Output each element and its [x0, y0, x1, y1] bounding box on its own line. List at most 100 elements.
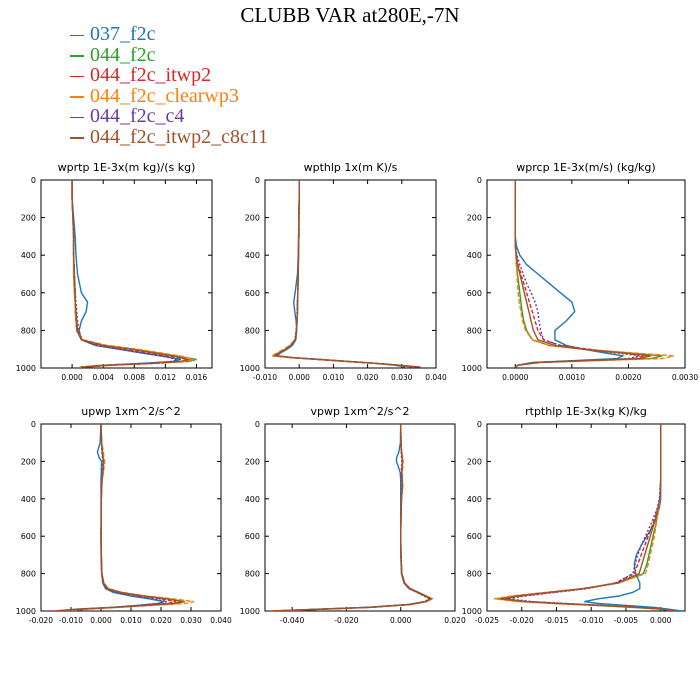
legend-swatch [70, 116, 84, 119]
series-line-044_f2c_itwp2 [275, 424, 433, 611]
x-tick-label: 0.020 [444, 616, 466, 625]
x-tick-label: -0.020 [510, 616, 534, 625]
series-line-044_f2c_itwp2 [504, 424, 675, 611]
series-line-037_f2c [584, 424, 682, 611]
y-tick-label: 200 [21, 214, 36, 223]
x-tick-label: 0.030 [180, 616, 202, 625]
series-line-044_f2c_itwp2_c8c11 [272, 180, 421, 368]
legend-label: 037_f2c [90, 23, 156, 45]
y-tick-label: 600 [21, 289, 36, 298]
x-tick-label: 0.040 [210, 616, 232, 625]
y-tick-label: 0 [31, 176, 36, 185]
y-tick-label: 1000 [462, 364, 482, 373]
y-tick-label: 800 [21, 570, 36, 579]
x-tick-label: 0.0020 [615, 373, 641, 382]
panel-title: rtpthlp 1E-3x(kg K)/kg [525, 405, 647, 418]
series-line-044_f2c_itwp2_c8c11 [71, 180, 190, 368]
series-line-037_f2c [275, 180, 406, 368]
x-tick-label: -0.005 [614, 616, 638, 625]
y-tick-label: 400 [21, 251, 36, 260]
y-tick-label: 200 [245, 457, 260, 466]
x-tick-label: 0.040 [425, 373, 447, 382]
series-line-044_f2c_clearwp3 [67, 424, 195, 611]
series-line-044_f2c_clearwp3 [275, 424, 434, 611]
x-tick-label: 0.000 [390, 616, 412, 625]
panel-6: rtpthlp 1E-3x(kg K)/kg02004006008001000-… [462, 405, 686, 625]
x-tick-label: -0.020 [334, 616, 358, 625]
y-tick-label: 1000 [16, 364, 36, 373]
series-line-044_f2c_c4 [71, 180, 180, 368]
panel-title: wpthlp 1x(m K)/s [304, 161, 398, 174]
plot-frame [264, 179, 437, 369]
panel-5: vpwp 1xm^2/s^2 0 200 400 600 800 1000 -0.040 -0.… [240, 405, 466, 625]
x-tick-label: 0.0010 [559, 373, 585, 382]
plot-frame [486, 179, 686, 369]
y-tick-label: 800 [467, 570, 482, 579]
series-line-044_f2c_itwp2_c8c11 [500, 424, 675, 611]
y-tick-label: 1000 [240, 364, 260, 373]
series-line-044_f2c_itwp2_c8c11 [270, 424, 433, 611]
legend-item-4: 044_f2c_clearwp3 [70, 84, 268, 107]
series-line-037_f2c [58, 424, 165, 611]
y-tick-label: 800 [245, 570, 260, 579]
x-tick-label: 0.020 [357, 373, 379, 382]
legend-swatch [70, 34, 84, 37]
series-line-044_f2c [64, 424, 186, 611]
x-tick-label: 0.030 [391, 373, 413, 382]
y-tick-label: 0 [477, 420, 482, 429]
x-tick-label: 0.016 [186, 373, 208, 382]
legend-label: 044_f2c_c4 [90, 105, 185, 127]
y-tick-label: 200 [21, 457, 36, 466]
y-tick-label: 400 [21, 495, 36, 504]
x-tick-label: 0.008 [124, 373, 146, 382]
x-tick-label: -0.010 [59, 616, 83, 625]
y-tick-label: 0 [255, 420, 260, 429]
legend-swatch [70, 137, 84, 139]
series-line-044_f2c_itwp2_c8c11 [514, 180, 652, 368]
figure-title: CLUBB VAR at280E,-7N [240, 3, 460, 27]
panel-title: vpwp 1xm^2/s^2 [310, 405, 409, 418]
panel-1: wprtp 1E-3x(m kg)/(s kg) 0 200 400 600 800 100… [16, 161, 213, 382]
series-line-044_f2c [497, 424, 675, 611]
legend-label: 044_f2c_clearwp3 [90, 84, 239, 107]
x-tick-label: 0.010 [323, 373, 345, 382]
series-line-037_f2c [71, 180, 182, 368]
legend-swatch [70, 96, 84, 98]
x-tick-label: 0.0030 [672, 373, 698, 382]
series-line-044_f2c_itwp2_c8c11 [52, 424, 183, 611]
series-line-044_f2c_c4 [273, 424, 431, 611]
y-tick-label: 400 [467, 251, 482, 260]
legend-item-5: 044_f2c_c4 [70, 106, 268, 127]
y-tick-label: 400 [245, 251, 260, 260]
series-line-044_f2c_clearwp3 [493, 424, 675, 611]
y-tick-label: 0 [31, 420, 36, 429]
x-tick-label: 0.010 [120, 616, 142, 625]
panel-title: wprtp 1E-3x(m kg)/(s kg) [58, 161, 196, 174]
series-line-044_f2c_clearwp3 [269, 180, 414, 368]
legend: 037_f2c 044_f2c 044_f2c_itwp2 044_f2c_cl… [70, 24, 268, 147]
y-tick-label: 200 [467, 214, 482, 223]
x-tick-label: 0.012 [155, 373, 177, 382]
panel-4: upwp 1xm^2/s^2 0 200 400 600 800 1000-0.020 -0.… [16, 405, 232, 625]
panel-3: wprcp 1E-3x(m/s) (kg/kg) 0 200 400 600 800 100… [462, 161, 699, 382]
plot-frame [40, 423, 222, 612]
plot-frame [486, 423, 686, 612]
x-tick-label: 0.000 [90, 616, 112, 625]
legend-item-3: 044_f2c_itwp2 [70, 65, 268, 86]
x-tick-label: -0.010 [253, 373, 277, 382]
series-line-044_f2c [71, 180, 197, 368]
x-tick-label: 0.020 [150, 616, 172, 625]
panel-title: upwp 1xm^2/s^2 [81, 405, 181, 418]
series-line-037_f2c [273, 424, 433, 611]
y-tick-label: 600 [245, 532, 260, 541]
y-tick-label: 1000 [462, 607, 482, 616]
y-tick-label: 600 [467, 532, 482, 541]
series-line-044_f2c_c4 [507, 424, 675, 611]
x-tick-label: -0.015 [544, 616, 568, 625]
series-line-044_f2c_itwp2 [71, 180, 191, 368]
y-tick-label: 400 [245, 495, 260, 504]
x-tick-label: 0.0000 [502, 373, 528, 382]
series-line-044_f2c_clearwp3 [71, 180, 196, 368]
y-tick-label: 200 [245, 214, 260, 223]
x-tick-label: 0.000 [61, 373, 83, 382]
